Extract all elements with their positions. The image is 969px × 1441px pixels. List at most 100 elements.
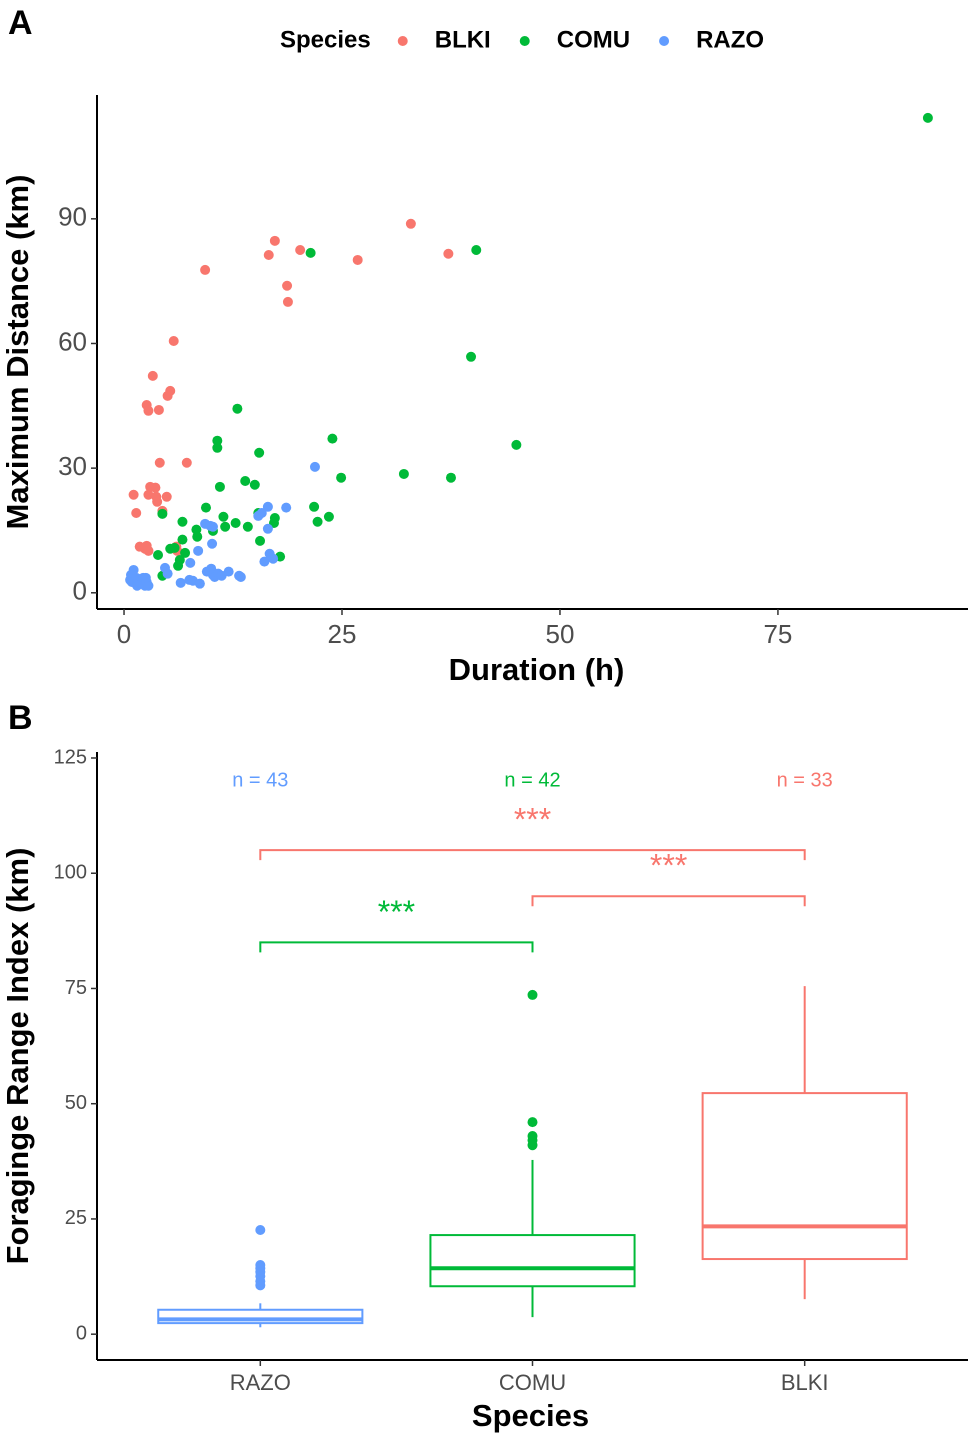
outlier bbox=[527, 1117, 538, 1128]
point bbox=[140, 572, 151, 583]
point bbox=[194, 578, 205, 589]
point bbox=[200, 264, 211, 275]
point bbox=[207, 521, 218, 532]
box bbox=[701, 1092, 908, 1261]
point bbox=[268, 553, 279, 564]
outlier bbox=[527, 989, 538, 1000]
point bbox=[235, 572, 246, 583]
point bbox=[263, 249, 274, 260]
y-tick-label: 25 bbox=[65, 1207, 87, 1229]
point bbox=[398, 468, 409, 479]
point bbox=[131, 508, 142, 519]
point bbox=[471, 244, 482, 255]
point bbox=[242, 521, 253, 532]
point bbox=[445, 472, 456, 483]
significance-bracket bbox=[259, 849, 806, 861]
x-tick-label: RAZO bbox=[230, 1370, 291, 1395]
point bbox=[405, 218, 416, 229]
point bbox=[443, 248, 454, 259]
point bbox=[282, 296, 293, 307]
point bbox=[256, 508, 267, 519]
point bbox=[181, 457, 192, 468]
point bbox=[212, 442, 223, 453]
y-tick-label: 30 bbox=[58, 451, 87, 481]
point bbox=[141, 540, 152, 551]
point bbox=[269, 235, 280, 246]
legend-label: COMU bbox=[557, 26, 630, 53]
x-tick-label: COMU bbox=[499, 1370, 566, 1395]
point bbox=[218, 511, 229, 522]
point bbox=[254, 447, 265, 458]
count-label: n = 42 bbox=[504, 769, 560, 791]
point bbox=[192, 531, 203, 542]
point bbox=[327, 433, 338, 444]
point bbox=[309, 501, 320, 512]
point bbox=[259, 556, 270, 567]
x-tick-label: 0 bbox=[117, 619, 131, 649]
point bbox=[230, 517, 241, 528]
y-tick-label: 50 bbox=[65, 1092, 87, 1114]
y-tick-label: 0 bbox=[73, 576, 87, 606]
point bbox=[180, 547, 191, 558]
point bbox=[511, 439, 522, 450]
point bbox=[295, 244, 306, 255]
y-tick-label: 75 bbox=[65, 977, 87, 999]
legend-title: Species bbox=[280, 26, 371, 53]
panel-label: B bbox=[8, 699, 33, 737]
point bbox=[220, 521, 231, 532]
significance-label: *** bbox=[650, 848, 687, 884]
point bbox=[177, 516, 188, 527]
point bbox=[200, 502, 211, 513]
point bbox=[174, 554, 185, 565]
point bbox=[161, 491, 172, 502]
count-label: n = 43 bbox=[232, 769, 288, 791]
point bbox=[143, 580, 154, 591]
panel-label: A bbox=[8, 4, 33, 42]
point bbox=[153, 404, 164, 415]
legend-marker bbox=[659, 36, 670, 46]
point bbox=[143, 405, 154, 416]
legend-marker bbox=[519, 36, 530, 46]
y-axis-title: Maximum Distance (km) bbox=[0, 175, 35, 530]
x-tick-label: 50 bbox=[546, 619, 575, 649]
point bbox=[466, 351, 477, 362]
point bbox=[262, 523, 273, 534]
point bbox=[143, 489, 154, 500]
point bbox=[212, 435, 223, 446]
point bbox=[305, 247, 316, 258]
y-tick-label: 125 bbox=[54, 746, 87, 768]
point bbox=[168, 335, 179, 346]
significance-bracket bbox=[531, 895, 806, 907]
y-tick-label: 90 bbox=[58, 202, 87, 232]
point bbox=[282, 280, 293, 291]
point bbox=[175, 577, 186, 588]
point bbox=[207, 538, 218, 549]
point bbox=[255, 535, 266, 546]
point bbox=[169, 542, 180, 553]
point bbox=[232, 403, 243, 414]
y-tick-label: 60 bbox=[58, 326, 87, 356]
point bbox=[336, 472, 347, 483]
legend-marker bbox=[397, 36, 408, 46]
legend-label: BLKI bbox=[435, 26, 491, 53]
x-tick-label: BLKI bbox=[781, 1370, 829, 1395]
x-tick-label: 25 bbox=[328, 619, 357, 649]
point bbox=[352, 254, 363, 265]
point bbox=[262, 501, 273, 512]
point bbox=[214, 481, 225, 492]
count-label: n = 33 bbox=[777, 769, 833, 791]
point bbox=[177, 534, 188, 545]
point bbox=[185, 557, 196, 568]
point bbox=[128, 564, 139, 575]
point bbox=[162, 568, 173, 579]
point bbox=[157, 508, 168, 519]
point bbox=[922, 112, 933, 123]
significance-label: *** bbox=[378, 894, 415, 930]
significance-bracket bbox=[259, 941, 534, 953]
point bbox=[323, 511, 334, 522]
y-axis-title: Foraginge Range Index (km) bbox=[0, 848, 35, 1265]
point bbox=[240, 476, 251, 487]
point bbox=[281, 502, 292, 513]
